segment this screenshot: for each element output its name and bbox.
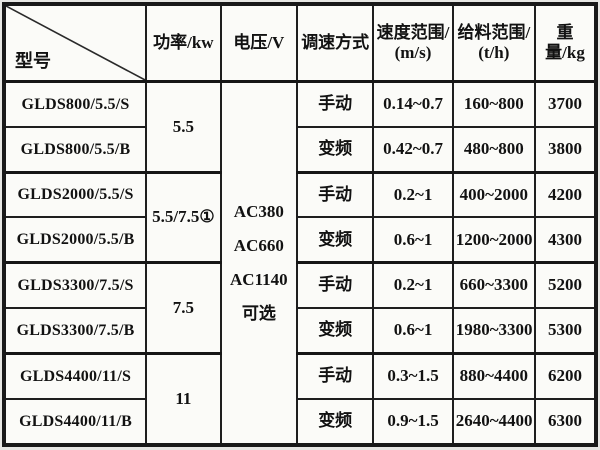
model-cell: GLDS2000/5.5/S [2,170,148,219]
feed-range-header-line2: (t/h) [478,43,510,62]
table-row: GLDS800/5.5/B 变频 0.42~0.7 480~800 3800 [2,125,598,174]
model-cell: GLDS4400/11/B [2,397,148,447]
speed-range-cell: 0.2~1 [372,170,454,219]
corner-header-cell: 型号 [2,3,148,83]
speed-mode-cell: 变频 [296,125,375,174]
table-row: GLDS4400/11/B 变频 0.9~1.5 2640~4400 6300 [2,397,598,447]
speed-range-cell: 0.14~0.7 [372,80,454,128]
speed-mode-cell: 手动 [296,261,375,310]
feed-range-cell: 2640~4400 [451,397,536,447]
speed-range-cell: 0.3~1.5 [372,351,454,400]
weight-cell: 3800 [533,125,598,174]
model-cell: GLDS800/5.5/B [2,125,148,174]
voltage-header: 电压/V [219,3,299,83]
feed-range-cell: 480~800 [451,125,536,174]
feed-range-cell: 1980~3300 [451,307,536,355]
feed-range-header-line1: 给料范围/ [457,22,531,42]
speed-range-header-line2: (m/s) [394,43,432,62]
model-cell: GLDS3300/7.5/S [2,261,148,310]
feed-range-cell: 160~800 [451,80,536,128]
table-row: GLDS3300/7.5/S 7.5 手动 0.2~1 660~3300 520… [2,261,598,355]
table-row: GLDS4400/11/S 11 手动 0.3~1.5 880~4400 620… [2,351,598,446]
model-header-label: 型号 [15,51,51,72]
power-cell: 7.5 [145,261,222,355]
weight-cell: 5300 [533,307,598,355]
table-row: GLDS800/5.5/S 5.5 AC380 AC660 AC1140 可选 … [2,80,598,446]
speed-mode-cell: 手动 [296,351,375,400]
speed-mode-cell: 变频 [296,307,375,355]
model-cell: GLDS800/5.5/S [2,80,148,128]
voltage-option-note: 可选 [241,304,276,323]
table-row: GLDS3300/7.5/B 变频 0.6~1 1980~3300 5300 [2,307,598,355]
power-cell: 5.5/7.5① [145,170,222,264]
speed-range-cell: 0.6~1 [372,307,454,355]
header-row: 型号 功率/kw 电压/V 调速方式 速度范围/ (m/s) 给料范围/ (t/… [2,3,598,83]
voltage-option: AC660 [233,236,284,255]
speed-range-header: 速度范围/ (m/s) [372,3,454,83]
weight-header: 重量/kg [533,3,598,83]
speed-range-cell: 0.9~1.5 [372,397,454,447]
speed-mode-cell: 手动 [296,170,375,219]
table-row: GLDS2000/5.5/B 变频 0.6~1 1200~2000 4300 [2,216,598,264]
power-header: 功率/kw [145,3,222,83]
feed-range-cell: 400~2000 [451,170,536,219]
model-cell: GLDS4400/11/S [2,351,148,400]
speed-range-cell: 0.2~1 [372,261,454,310]
speed-range-cell: 0.42~0.7 [372,125,454,174]
weight-cell: 4300 [533,216,598,264]
weight-cell: 6300 [533,397,598,447]
feed-range-header: 给料范围/ (t/h) [451,3,536,83]
speed-mode-header: 调速方式 [296,3,375,83]
weight-cell: 4200 [533,170,598,219]
voltage-option: AC1140 [230,270,288,289]
speed-mode-cell: 手动 [296,80,375,128]
power-cell: 11 [145,351,222,446]
speed-mode-cell: 变频 [296,216,375,264]
table-row: GLDS2000/5.5/S 5.5/7.5① 手动 0.2~1 400~200… [2,170,598,264]
voltage-cell: AC380 AC660 AC1140 可选 [219,80,299,446]
feed-range-cell: 1200~2000 [451,216,536,264]
weight-cell: 6200 [533,351,598,400]
speed-range-cell: 0.6~1 [372,216,454,264]
diagonal-divider-line [6,6,145,80]
weight-cell: 3700 [533,80,598,128]
model-cell: GLDS3300/7.5/B [2,307,148,355]
voltage-option: AC380 [233,202,284,221]
model-cell: GLDS2000/5.5/B [2,216,148,264]
speed-mode-cell: 变频 [296,397,375,447]
power-cell: 5.5 [145,80,222,174]
weight-cell: 5200 [533,261,598,310]
feed-range-cell: 880~4400 [451,351,536,400]
speed-range-header-line1: 速度范围/ [376,22,450,42]
feed-range-cell: 660~3300 [451,261,536,310]
